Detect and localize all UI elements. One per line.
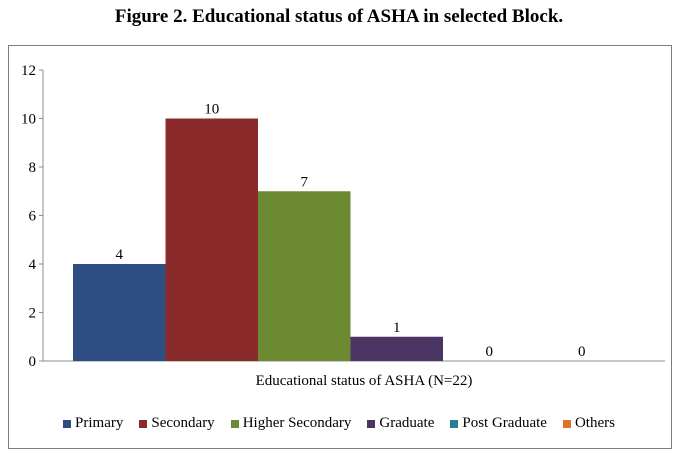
legend-label: Higher Secondary xyxy=(242,415,352,431)
data-label: 0 xyxy=(578,344,586,360)
figure-title: Figure 2. Educational status of ASHA in … xyxy=(114,6,564,27)
data-label: 7 xyxy=(301,174,309,190)
legend-item-higher-secondary: Higher Secondary xyxy=(230,415,352,432)
data-label: 10 xyxy=(204,102,219,118)
y-tick-label: 6 xyxy=(29,209,37,225)
legend-swatch xyxy=(562,419,571,428)
legend-swatch xyxy=(139,419,148,428)
bar-secondary xyxy=(165,118,258,361)
legend-label: Secondary xyxy=(151,415,215,431)
legend-label: Post Graduate xyxy=(462,415,547,431)
legend-swatch xyxy=(450,419,459,428)
y-tick-label: 10 xyxy=(21,112,36,128)
legend-item-others: Others xyxy=(562,415,615,432)
legend-swatch xyxy=(367,419,376,428)
bar-higher-secondary xyxy=(258,191,351,361)
chart-bars xyxy=(73,118,443,361)
legend-item-primary: Primary xyxy=(63,415,123,432)
legend-item-secondary: Secondary xyxy=(139,415,215,432)
y-tick-label: 0 xyxy=(29,354,37,370)
y-tick-label: 12 xyxy=(21,63,36,79)
y-tick-label: 2 xyxy=(29,306,37,322)
legend-label: Graduate xyxy=(379,415,435,431)
legend-label: Primary xyxy=(75,415,124,431)
legend-swatch xyxy=(63,419,72,428)
y-tick-label: 8 xyxy=(29,160,37,176)
bar-graduate xyxy=(350,336,443,361)
x-axis-label: Educational status of ASHA (N=22) xyxy=(255,373,473,389)
bar-primary xyxy=(73,264,166,361)
legend-swatch xyxy=(230,419,239,428)
data-label: 4 xyxy=(116,247,124,263)
legend-item-graduate: Graduate xyxy=(367,415,434,432)
chart-legend: Primary Secondary Higher Secondary Graduate… xyxy=(0,415,678,432)
data-label: 1 xyxy=(393,320,401,336)
y-tick-label: 4 xyxy=(29,257,37,273)
data-label: 0 xyxy=(486,344,494,360)
chart-frame xyxy=(8,45,672,449)
legend-item-post-graduate: Post Graduate xyxy=(450,415,547,432)
legend-label: Others xyxy=(574,415,615,431)
